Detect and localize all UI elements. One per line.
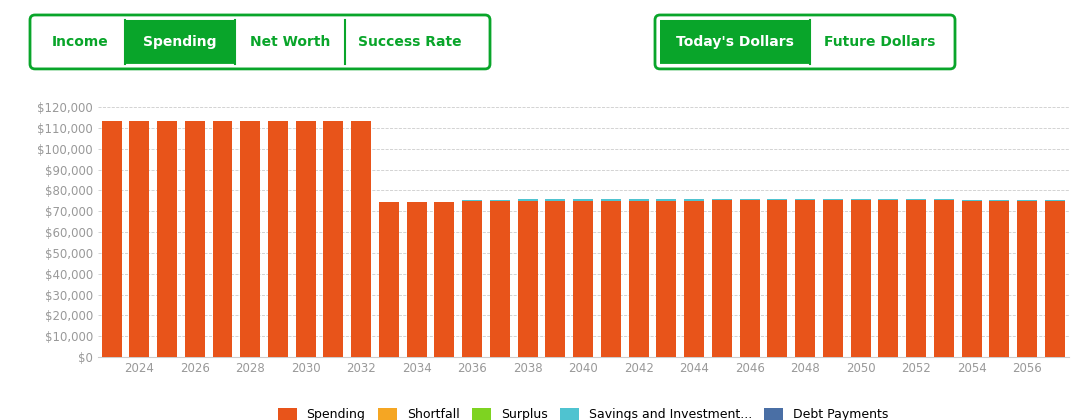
Legend: Spending, Shortfall, Surplus, Savings and Investment..., Debt Payments: Spending, Shortfall, Surplus, Savings an… — [278, 408, 889, 420]
Bar — [990, 200, 1009, 201]
Bar — [628, 201, 649, 357]
Bar — [656, 201, 676, 357]
Bar — [961, 200, 982, 201]
Text: Success Rate: Success Rate — [358, 35, 462, 49]
Bar — [740, 200, 759, 357]
Bar — [379, 202, 399, 357]
Bar — [934, 199, 954, 200]
Bar — [767, 200, 788, 357]
Bar — [601, 201, 621, 357]
Bar — [906, 200, 927, 357]
Bar — [1017, 201, 1037, 357]
Text: Net Worth: Net Worth — [250, 35, 330, 49]
Bar — [352, 121, 371, 357]
Bar — [407, 202, 426, 357]
Bar — [767, 199, 788, 200]
Bar — [601, 200, 621, 201]
Bar — [434, 202, 455, 357]
Text: Today's Dollars: Today's Dollars — [676, 35, 794, 49]
Bar — [851, 200, 870, 357]
Bar — [1017, 200, 1037, 201]
Bar — [184, 121, 205, 357]
Bar — [1045, 200, 1064, 201]
FancyBboxPatch shape — [655, 15, 955, 69]
Bar — [518, 200, 538, 201]
Bar — [795, 199, 815, 200]
Bar — [740, 199, 759, 200]
Bar — [879, 199, 898, 200]
Text: Future Dollars: Future Dollars — [825, 35, 935, 49]
Bar — [712, 200, 732, 357]
Bar — [573, 200, 593, 201]
Bar — [213, 121, 232, 357]
Bar — [240, 121, 260, 357]
FancyBboxPatch shape — [30, 15, 490, 69]
Bar — [462, 200, 482, 201]
Bar — [102, 121, 122, 357]
Bar — [1045, 201, 1064, 357]
Text: Income: Income — [52, 35, 108, 49]
Bar — [685, 201, 704, 357]
Bar — [490, 201, 510, 357]
Bar — [822, 200, 843, 357]
Bar — [129, 121, 150, 357]
Bar — [157, 121, 177, 357]
FancyBboxPatch shape — [660, 20, 810, 64]
Bar — [268, 121, 288, 357]
Bar — [822, 199, 843, 200]
Bar — [851, 199, 870, 200]
Bar — [656, 200, 676, 201]
Bar — [490, 200, 510, 201]
Bar — [628, 200, 649, 201]
Bar — [546, 200, 565, 201]
Bar — [961, 201, 982, 357]
Bar — [296, 121, 316, 357]
Bar — [685, 200, 704, 201]
FancyBboxPatch shape — [125, 20, 235, 64]
Bar — [879, 200, 898, 357]
Bar — [573, 201, 593, 357]
Bar — [518, 201, 538, 357]
Bar — [462, 201, 482, 357]
Bar — [795, 200, 815, 357]
Bar — [712, 199, 732, 200]
Bar — [934, 200, 954, 357]
Bar — [906, 199, 927, 200]
Text: Spending: Spending — [143, 35, 217, 49]
Bar — [990, 201, 1009, 357]
Bar — [323, 121, 344, 357]
Bar — [546, 201, 565, 357]
